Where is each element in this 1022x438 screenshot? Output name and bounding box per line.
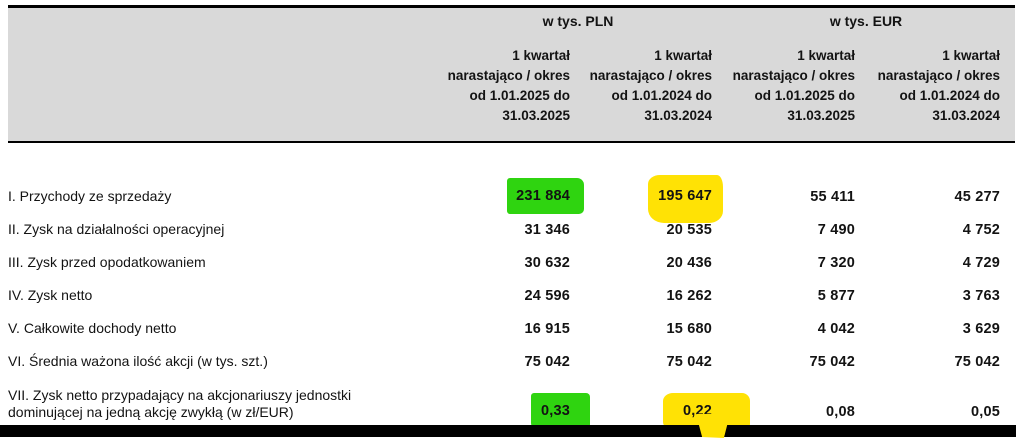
- value-cell: 75 042: [524, 353, 570, 370]
- value-cell: 30 632: [524, 254, 570, 271]
- row-label: IV. Zysk netto: [8, 287, 93, 303]
- value-cell: 45 277: [954, 188, 1000, 205]
- highlight-yellow: 195 647: [648, 175, 723, 223]
- highlight-green: 231 884: [507, 178, 584, 214]
- table-row-vi: VI. Średnia ważona ilość akcji (w tys. s…: [8, 345, 1015, 378]
- value-cell: 75 042: [954, 353, 1000, 370]
- bottom-rule: [0, 425, 1016, 437]
- unit-header-eur: w tys. EUR: [829, 13, 903, 29]
- table-body: I. Przychody ze sprzedaży 231 884 195 64…: [8, 175, 1015, 430]
- period-header-pln-2025: 1 kwartał narastająco / okres od 1.01.20…: [447, 48, 570, 123]
- top-rule: [8, 5, 1015, 8]
- value-cell: 31 346: [524, 221, 570, 238]
- period-header-pln-2024: 1 kwartał narastająco / okres od 1.01.20…: [589, 48, 712, 123]
- value-cell: 7 320: [817, 254, 855, 271]
- period-header-eur-2024: 1 kwartał narastająco / okres od 1.01.20…: [877, 48, 1000, 123]
- value-cell: 4 752: [962, 221, 1000, 238]
- row-label: III. Zysk przed opodatkowaniem: [8, 254, 206, 270]
- row-label: V. Całkowite dochody netto: [8, 320, 177, 336]
- value-cell: 55 411: [810, 188, 855, 205]
- value-cell: 75 042: [809, 353, 855, 370]
- value-cell: 195 647: [570, 175, 723, 223]
- value-cell: 5 877: [817, 287, 855, 304]
- table-row-v: V. Całkowite dochody netto 16 915 15 680…: [8, 312, 1015, 345]
- row-label: II. Zysk na działalności operacyjnej: [8, 221, 225, 237]
- value-cell: 0,08: [825, 404, 855, 420]
- value-cell: 231 884: [428, 178, 584, 214]
- table-header: w tys. PLN w tys. EUR 1 kwartał narastaj…: [8, 8, 1015, 143]
- period-header-eur-2025: 1 kwartał narastająco / okres od 1.01.20…: [732, 48, 855, 123]
- table-row-ii: II. Zysk na działalności operacyjnej 31 …: [8, 213, 1015, 246]
- value-cell: 4 042: [817, 320, 855, 337]
- table-row-vii: VII. Zysk netto przypadający na akcjonar…: [8, 378, 1015, 430]
- table-row-iv: IV. Zysk netto 24 596 16 262 5 877 3 763: [8, 279, 1015, 312]
- unit-header-pln: w tys. PLN: [542, 13, 614, 29]
- value-cell: 7 490: [817, 221, 855, 238]
- row-label: VI. Średnia ważona ilość akcji (w tys. s…: [8, 353, 268, 369]
- value-cell: 3 629: [962, 320, 1000, 337]
- yellow-marker-drip: [696, 414, 730, 438]
- value-cell: 15 680: [666, 320, 712, 337]
- highlight-green: 0,33: [530, 393, 590, 429]
- value-cell: 16 262: [666, 287, 712, 304]
- value-cell: 4 729: [962, 254, 1000, 271]
- value-cell: 20 535: [666, 221, 712, 238]
- value-cell: 75 042: [666, 353, 712, 370]
- value-cell: 16 915: [524, 320, 570, 337]
- value-cell: 0,33: [428, 393, 590, 430]
- row-label: I. Przychody ze sprzedaży: [8, 188, 172, 204]
- value-cell: 24 596: [524, 287, 570, 304]
- row-label: VII. Zysk netto przypadający na akcjonar…: [8, 387, 352, 420]
- value-cell: 20 436: [666, 254, 712, 271]
- value-cell: 0,05: [970, 404, 1000, 420]
- table-row-i: I. Przychody ze sprzedaży 231 884 195 64…: [8, 175, 1015, 223]
- table-row-iii: III. Zysk przed opodatkowaniem 30 632 20…: [8, 246, 1015, 279]
- value-cell: 3 763: [962, 287, 1000, 304]
